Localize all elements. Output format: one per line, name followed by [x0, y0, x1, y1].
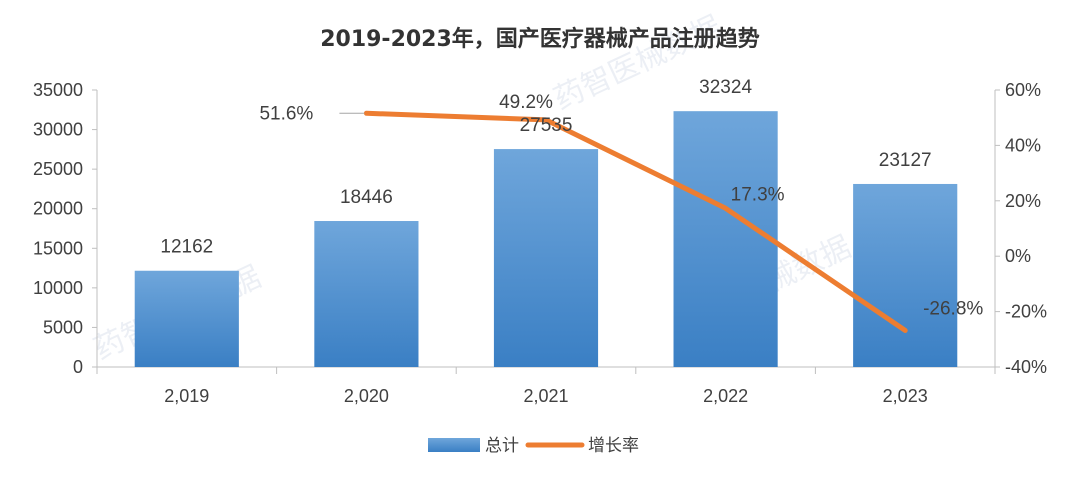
line-data-label: 49.2% — [499, 92, 553, 113]
line-data-label: 51.6% — [259, 103, 313, 124]
left-tick-label: 25000 — [33, 159, 83, 179]
bar-series — [134, 111, 958, 368]
bar — [314, 221, 419, 367]
legend-label-bar: 总计 — [485, 436, 519, 456]
x-tick-label: 2,023 — [883, 386, 928, 406]
bar — [673, 111, 778, 368]
bar — [493, 149, 599, 367]
left-tick-label: 20000 — [33, 199, 83, 219]
right-tick-label: 20% — [1005, 191, 1041, 211]
right-tick-label: 60% — [1005, 80, 1041, 100]
left-tick-label: 10000 — [33, 278, 83, 298]
bar-data-label: 18446 — [340, 187, 393, 208]
left-tick-label: 15000 — [33, 238, 83, 258]
line-data-label: -26.8% — [923, 298, 983, 319]
legend: 总计 增长率 — [428, 436, 639, 456]
bar — [853, 183, 958, 367]
line-series — [363, 110, 908, 333]
bar-data-label: 32324 — [699, 77, 752, 98]
right-tick-label: 40% — [1005, 135, 1041, 155]
watermark-2: 药智医械数据 — [549, 9, 727, 117]
left-tick-label: 5000 — [43, 317, 83, 337]
bar-data-label: 23127 — [879, 150, 932, 171]
x-axis: 2,019 2,020 2,021 2,022 2,023 — [96, 366, 996, 406]
x-tick-label: 2,021 — [523, 386, 568, 406]
chart-title: 2019-2023年，国产医疗器械产品注册趋势 — [320, 26, 760, 52]
legend-swatch-bar — [428, 438, 480, 452]
right-axis: -40% -20% 0% 20% 40% 60% — [994, 80, 1047, 377]
right-tick-label: -40% — [1005, 357, 1047, 377]
legend-label-line: 增长率 — [588, 436, 639, 456]
right-tick-label: -20% — [1005, 302, 1047, 322]
x-tick-label: 2,022 — [703, 386, 748, 406]
left-tick-label: 35000 — [33, 80, 83, 100]
left-axis: 0 5000 10000 15000 20000 25000 30000 35000 — [33, 80, 98, 377]
x-tick-label: 2,020 — [344, 386, 389, 406]
growth-rate-line — [363, 110, 908, 333]
left-tick-label: 0 — [73, 357, 83, 377]
data-labels: 12162 18446 27535 32324 23127 51.6% 49.2% 17.3%… — [160, 77, 983, 319]
bar-data-label: 27535 — [520, 115, 573, 136]
line-data-label: 17.3% — [731, 184, 785, 205]
left-tick-label: 30000 — [33, 120, 83, 140]
right-tick-label: 0% — [1005, 246, 1031, 266]
x-tick-label: 2,019 — [164, 386, 209, 406]
bar — [134, 270, 239, 367]
bar-data-label: 12162 — [160, 237, 213, 258]
